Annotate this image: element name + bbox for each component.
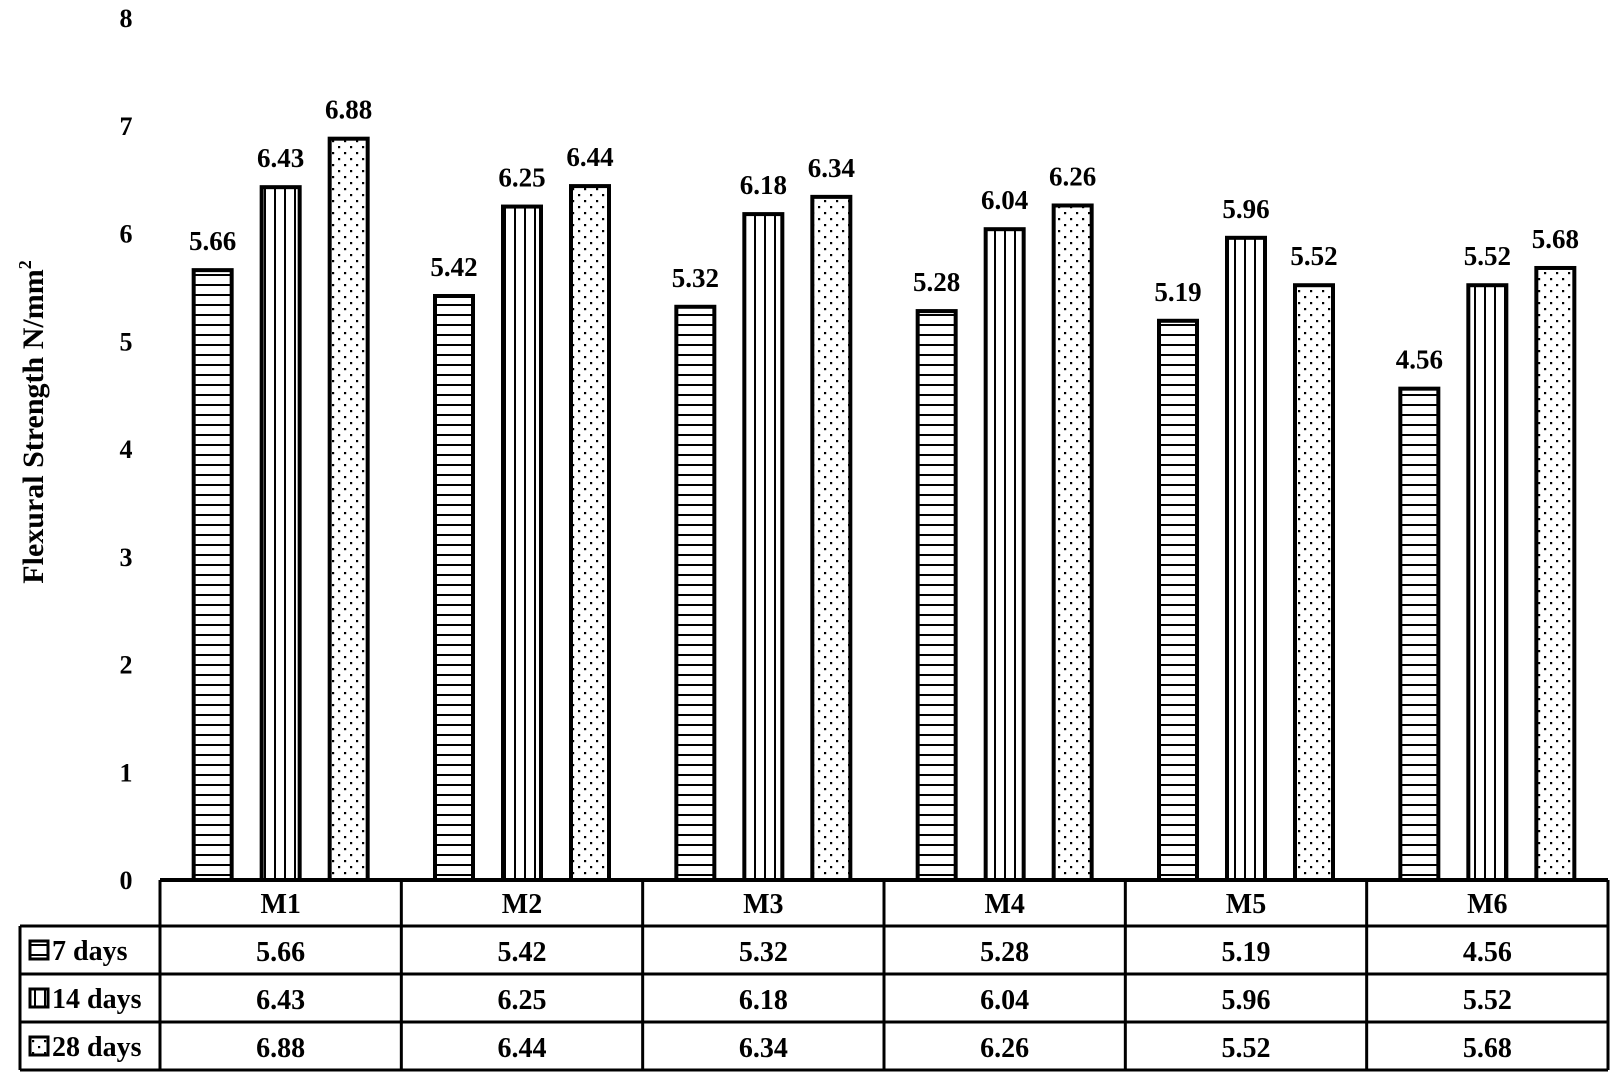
table-cell-value: 5.66 [256,937,305,968]
table-cell-value: 6.44 [498,1033,547,1064]
table-cell-value: 6.34 [739,1033,788,1064]
y-tick-label: 4 [120,435,133,464]
bar-value-label: 5.52 [1464,241,1511,271]
table-cell-value: 5.32 [739,937,788,968]
bar-value-label: 6.43 [257,143,304,173]
legend-swatch-14-days [28,987,50,1009]
y-tick-label: 6 [120,220,133,249]
table-cell-value: 5.28 [980,937,1029,968]
legend-series-name: 28 days [52,1032,142,1063]
bar-value-label: 6.34 [808,153,855,183]
table-category-label: M5 [1226,889,1266,920]
bar-value-label: 5.68 [1532,224,1579,254]
table-category-label: M4 [984,889,1024,920]
bar-value-label: 5.28 [913,267,960,297]
bar-value-label: 6.18 [740,170,787,200]
bar-value-label: 5.52 [1290,241,1337,271]
bar-value-label: 5.42 [430,252,477,282]
table-cell-value: 5.52 [1463,985,1512,1016]
bar-7-days-M4 [915,309,958,882]
table-category-label: M1 [260,889,300,920]
table-category-label: M2 [502,889,542,920]
y-tick-label: 3 [120,543,133,572]
y-tick-label: 2 [120,651,133,680]
bar-value-label: 5.96 [1222,194,1269,224]
y-axis-ticks: 0 1 2 3 4 5 6 7 8 [120,4,133,895]
bar-14-days-M6 [1466,283,1509,883]
bar-28-days-M3 [810,194,853,883]
bar-7-days-M5 [1157,318,1199,882]
y-tick-label: 1 [120,758,133,787]
table-cell-value: 5.52 [1222,1033,1271,1064]
table-cell-value: 5.19 [1222,937,1271,968]
y-tick-label: 0 [120,866,133,895]
table-cell-value: 6.26 [980,1033,1029,1064]
table-cell-value: 6.88 [256,1033,305,1064]
bar-labels-group: 5.66 6.43 6.88 5.42 6.25 6.44 5.32 6.18 6.34 5.28… [189,95,1579,375]
legend-series-name: 7 days [52,936,128,967]
y-axis-label: Flexural Strength N/mm2 [15,260,50,583]
legend-swatch-28-days [28,1035,50,1057]
bar-7-days-M2 [433,293,475,882]
bar-14-days-M3 [742,212,785,883]
bar-value-label: 6.88 [325,95,372,125]
y-tick-label: 5 [120,327,133,356]
bar-14-days-M4 [983,227,1026,882]
table-cell-value: 6.18 [739,985,788,1016]
y-tick-label: 8 [120,4,133,33]
bar-28-days-M6 [1534,265,1577,883]
bar-value-label: 5.19 [1154,277,1201,307]
bar-14-days-M5 [1225,235,1267,882]
table-category-label: M6 [1467,889,1507,920]
bar-value-label: 6.26 [1049,161,1096,191]
bar-value-label: 5.66 [189,226,236,256]
table-cell-value: 6.04 [980,985,1029,1016]
table-cell-value: 5.42 [498,937,547,968]
bar-28-days-M1 [327,136,370,882]
table-category-label: M3 [743,889,783,920]
bar-7-days-M6 [1398,386,1441,882]
table-cell-value: 4.56 [1463,937,1512,968]
bars-group [191,136,1577,883]
legend-swatch-7-days [28,939,50,961]
bar-value-label: 4.56 [1396,345,1443,375]
bar-7-days-M3 [674,304,717,882]
bar-28-days-M5 [1293,283,1335,883]
bar-14-days-M2 [501,204,543,882]
bar-14-days-M1 [259,185,302,883]
legend-series-name: 14 days [52,984,142,1015]
table-cell-value: 5.96 [1222,985,1271,1016]
table-cell-value: 5.68 [1463,1033,1512,1064]
table-cell-value: 6.25 [498,985,547,1016]
bar-28-days-M2 [569,184,611,882]
bar-28-days-M4 [1051,203,1094,883]
bar-value-label: 5.32 [672,263,719,293]
table-cell-value: 6.43 [256,985,305,1016]
bar-value-label: 6.25 [498,163,545,193]
data-table: M1 M2 M3 M4 M5 M6 7 days 5.66 5.42 5.32 5.28 5.19 4.… [18,878,1610,1072]
bar-value-label: 6.04 [981,185,1028,215]
bar-7-days-M1 [191,268,234,882]
bar-value-label: 6.44 [566,142,613,172]
y-tick-label: 7 [120,112,133,141]
